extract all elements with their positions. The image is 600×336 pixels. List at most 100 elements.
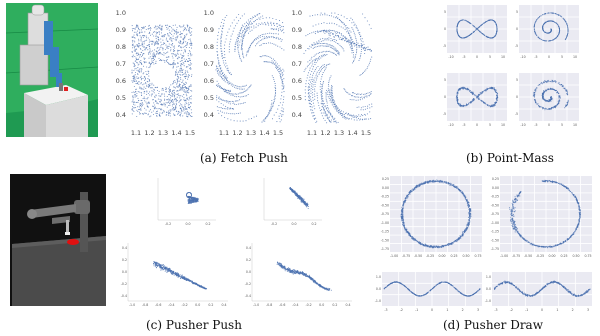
pp-x-tick: -0.2 — [165, 222, 171, 226]
pp-points — [289, 187, 309, 209]
pd-x-tick: 0.25 — [450, 254, 457, 258]
fetch-robot-image — [5, 3, 99, 137]
fetch-scatter-trajectories-2: 1.0 0.9 0.8 0.7 0.6 0.5 0.4 1.1 1.2 1.3 1.4 1.5 — [288, 3, 376, 139]
pd-x-tick: -1.00 — [500, 254, 508, 258]
pusher-push-large-plot-2: -1.0 -0.8 -0.6 -0.4 -0.2 0.0 0.2 0.4 0.4 0.2 0.0 -0… — [240, 240, 358, 312]
pp-y-tick: 0.4 — [122, 246, 127, 250]
pd-x-tick: -0.50 — [414, 254, 422, 258]
fetch-y-tick: 0.6 — [204, 77, 214, 85]
pd-y-tick: -1.00 — [381, 221, 389, 225]
pd-points-circle — [400, 179, 472, 249]
pusher-push-small-plot-2: -0.2 0.0 0.2 — [258, 174, 328, 230]
pd-y-tick: 0.00 — [492, 186, 499, 190]
pp-y-tick: -0.2 — [245, 282, 251, 286]
pm-x-tick: -10 — [448, 55, 453, 59]
pm-points-eight — [456, 19, 498, 39]
fetch-y-tick: 0.8 — [116, 43, 126, 51]
pm-x-tick: 10 — [501, 55, 505, 59]
pd-x-tick: 2 — [572, 308, 574, 312]
pm-points-spiral-noisy — [532, 79, 569, 111]
pm-y-tick: 0 — [516, 27, 518, 31]
fetch-x-tick: 1.3 — [246, 129, 256, 137]
pm-x-tick: 5 — [561, 55, 563, 59]
pd-y-tick: 0.0 — [376, 287, 381, 291]
pd-x-tick: 1 — [556, 308, 558, 312]
pd-x-tick: -1.00 — [390, 254, 398, 258]
fetch-x-tick: 1.5 — [273, 129, 283, 137]
pd-points-circle — [508, 179, 581, 249]
pm-x-tick: -10 — [520, 123, 525, 127]
pp-x-tick: 0.0 — [195, 303, 200, 307]
pp-x-tick: -1.0 — [129, 303, 135, 307]
pp-x-tick: -0.2 — [305, 303, 311, 307]
pp-points — [186, 192, 199, 204]
pp-y-tick: 0.2 — [246, 258, 251, 262]
pd-x-tick: -0.25 — [426, 254, 434, 258]
pd-x-tick: 0.25 — [560, 254, 567, 258]
fetch-y-tick: 0.4 — [292, 111, 302, 119]
pd-y-tick: -1.0 — [375, 299, 381, 303]
fetch-y-tick: 0.5 — [292, 94, 302, 102]
pm-x-tick: 5 — [561, 123, 563, 127]
pointmass-spiral-plot: -10 -5 0 5 10 5 0 -5 — [513, 2, 583, 62]
pp-x-tick: 0.2 — [332, 303, 337, 307]
pd-points-sine — [494, 280, 591, 298]
caption-fetch-push: (a) Fetch Push — [200, 151, 288, 165]
pd-x-tick: -1 — [415, 308, 418, 312]
pusher-robot-image — [10, 174, 106, 306]
pd-x-tick: 3 — [587, 308, 589, 312]
pp-y-tick: -0.2 — [121, 282, 127, 286]
pp-x-tick: -0.2 — [271, 222, 277, 226]
pm-x-tick: -5 — [534, 123, 537, 127]
fetch-x-tick: 1.4 — [259, 129, 269, 137]
pusher-push-small-plot-1: -0.2 0.0 0.2 — [152, 174, 222, 230]
pd-y-tick: -0.75 — [491, 212, 499, 216]
pd-x-tick: -2 — [400, 308, 403, 312]
fetch-y-tick: 0.5 — [116, 94, 126, 102]
pp-x-tick: 0.0 — [291, 222, 296, 226]
pp-x-tick: 0.4 — [221, 303, 226, 307]
pp-x-tick: -0.8 — [266, 303, 272, 307]
fetch-x-tick: 1.1 — [219, 129, 229, 137]
fetch-points-trajectories-1 — [215, 12, 285, 123]
pm-x-tick: -5 — [462, 55, 465, 59]
fetch-x-tick: 1.2 — [144, 129, 154, 137]
pp-x-tick: 0.2 — [205, 222, 210, 226]
pp-x-tick: -0.4 — [292, 303, 298, 307]
fetch-y-tick: 0.8 — [292, 43, 302, 51]
pd-y-tick: -0.50 — [491, 203, 499, 207]
pp-x-tick: -0.6 — [279, 303, 285, 307]
pusher-push-large-plot-1: -1.0 -0.8 -0.6 -0.4 -0.2 0.0 0.2 0.4 0.4 0.2 0.0 -0… — [116, 240, 234, 312]
pm-x-tick: 5 — [489, 123, 491, 127]
fetch-x-tick: 1.5 — [185, 129, 195, 137]
pd-x-tick: 0.75 — [584, 254, 591, 258]
fetch-x-tick: 1.2 — [320, 129, 330, 137]
pm-x-tick: 10 — [501, 123, 505, 127]
pm-x-tick: 0 — [548, 123, 550, 127]
caption-point-mass: (b) Point-Mass — [466, 151, 554, 165]
fetch-x-tick: 1.3 — [158, 129, 168, 137]
caption-pusher-draw: (d) Pusher Draw — [443, 318, 543, 332]
pd-x-tick: 0.75 — [474, 254, 481, 258]
fetch-y-tick: 0.6 — [116, 77, 126, 85]
pp-y-tick: 0.4 — [246, 246, 251, 250]
fetch-y-tick: 0.7 — [204, 60, 214, 68]
fetch-y-tick: 0.5 — [204, 94, 214, 102]
fetch-x-tick: 1.2 — [232, 129, 242, 137]
pm-y-tick: 0 — [444, 27, 446, 31]
pp-x-tick: -0.2 — [181, 303, 187, 307]
fetch-scatter-trajectories-1: 1.0 0.9 0.8 0.7 0.6 0.5 0.4 1.1 1.2 1.3 1.4 1.5 — [200, 3, 288, 139]
pd-y-tick: -1.75 — [381, 247, 389, 251]
pm-x-tick: -10 — [448, 123, 453, 127]
fetch-x-tick: 1.1 — [307, 129, 317, 137]
pd-points-sine — [383, 281, 481, 297]
pp-x-tick: -1.0 — [253, 303, 259, 307]
fetch-y-tick: 1.0 — [116, 9, 126, 17]
pointmass-figure-eight-noisy-plot: -10 -5 0 5 10 5 0 -5 — [441, 70, 511, 130]
pm-y-tick: -5 — [515, 44, 518, 48]
pd-y-tick: -0.75 — [381, 212, 389, 216]
pp-x-tick: 0.0 — [185, 222, 190, 226]
fetch-x-tick: 1.5 — [361, 129, 371, 137]
fetch-y-tick: 0.8 — [204, 43, 214, 51]
pd-x-tick: 0.00 — [438, 254, 445, 258]
